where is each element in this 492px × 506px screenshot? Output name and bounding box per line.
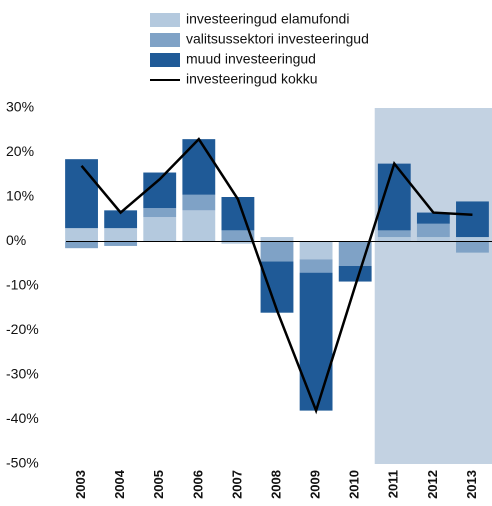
bar-segment bbox=[260, 237, 294, 242]
bar-segment bbox=[221, 241, 255, 244]
y-tick-label: 0% bbox=[6, 232, 26, 248]
x-tick-label: 2003 bbox=[73, 470, 88, 499]
bar-segment bbox=[65, 241, 98, 249]
bar-segment bbox=[104, 228, 138, 242]
legend-swatch bbox=[150, 33, 180, 47]
legend-label: investeeringud elamufondi bbox=[186, 11, 349, 27]
x-tick-label: 2012 bbox=[425, 470, 440, 499]
bar-segment bbox=[299, 272, 333, 411]
bar-segment bbox=[260, 241, 294, 262]
y-tick-label: 30% bbox=[6, 99, 34, 115]
bar-segment bbox=[416, 212, 450, 224]
bar-segment bbox=[143, 217, 177, 242]
bar-segment bbox=[65, 228, 98, 242]
forecast-band bbox=[374, 108, 492, 464]
bar-segment bbox=[416, 223, 450, 238]
bar-segment bbox=[221, 230, 255, 242]
y-tick-label: -40% bbox=[6, 410, 39, 426]
legend-swatch bbox=[150, 53, 180, 67]
bar-segment bbox=[416, 237, 450, 242]
x-tick-label: 2013 bbox=[464, 470, 479, 499]
bar-segment bbox=[299, 259, 333, 273]
bar-segment bbox=[456, 241, 489, 253]
bar-segment bbox=[456, 237, 489, 242]
y-tick-label: -50% bbox=[6, 455, 39, 471]
bar-segment bbox=[456, 201, 489, 238]
legend-label: muud investeeringud bbox=[186, 51, 316, 67]
bar-segment bbox=[260, 261, 294, 313]
y-tick-label: -10% bbox=[6, 277, 39, 293]
bar-segment bbox=[104, 241, 138, 246]
bar-segment bbox=[182, 139, 216, 195]
y-tick-label: 20% bbox=[6, 143, 34, 159]
bar-segment bbox=[104, 210, 138, 229]
bar-segment bbox=[182, 194, 216, 211]
x-tick-label: 2009 bbox=[308, 470, 323, 499]
x-tick-label: 2005 bbox=[151, 470, 166, 499]
x-tick-label: 2006 bbox=[190, 470, 205, 499]
y-tick-label: -30% bbox=[6, 366, 39, 382]
legend-label: investeeringud kokku bbox=[186, 71, 318, 87]
bar-segment bbox=[377, 237, 411, 242]
bar-segment bbox=[338, 265, 372, 282]
x-tick-label: 2008 bbox=[268, 470, 283, 499]
total-line bbox=[80, 137, 473, 415]
x-tick-label: 2007 bbox=[229, 470, 244, 499]
bar-segment bbox=[182, 210, 216, 242]
x-tick-label: 2004 bbox=[112, 469, 127, 499]
y-tick-label: 10% bbox=[6, 188, 34, 204]
x-tick-label: 2011 bbox=[386, 470, 401, 498]
y-tick-label: -20% bbox=[6, 321, 39, 337]
legend-label: valitsussektori investeeringud bbox=[186, 31, 369, 47]
bar-segment bbox=[377, 230, 411, 238]
bar-segment bbox=[65, 159, 98, 229]
bar-segment bbox=[143, 208, 177, 218]
legend-swatch bbox=[150, 13, 180, 27]
x-tick-label: 2010 bbox=[347, 470, 362, 499]
bar-segment bbox=[299, 241, 333, 260]
